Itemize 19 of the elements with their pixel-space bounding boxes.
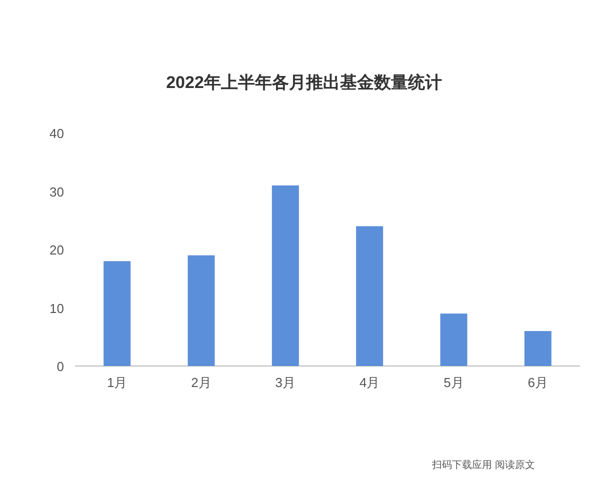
y-tick-label: 40 bbox=[50, 126, 64, 141]
x-tick-label: 6月 bbox=[528, 375, 548, 390]
x-tick-label: 2月 bbox=[191, 375, 212, 390]
bar bbox=[440, 314, 468, 366]
bar bbox=[356, 226, 384, 366]
y-tick-label: 20 bbox=[50, 242, 64, 258]
y-tick-label: 10 bbox=[50, 300, 64, 316]
bar bbox=[104, 261, 131, 366]
y-tick-label: 0 bbox=[56, 359, 64, 374]
x-tick-label: 5月 bbox=[444, 375, 464, 390]
chart-title: 2022年上半年各月推出基金数量统计 bbox=[166, 73, 442, 92]
y-tick-label: 30 bbox=[50, 184, 64, 200]
x-tick-label: 3月 bbox=[275, 375, 296, 390]
x-tick-label: 4月 bbox=[359, 375, 380, 390]
x-tick-label: 1月 bbox=[106, 375, 128, 390]
text: 扫码下载应用 阅读原文 bbox=[431, 459, 535, 471]
bar bbox=[188, 255, 215, 366]
bar bbox=[524, 331, 552, 366]
bar bbox=[272, 185, 299, 366]
